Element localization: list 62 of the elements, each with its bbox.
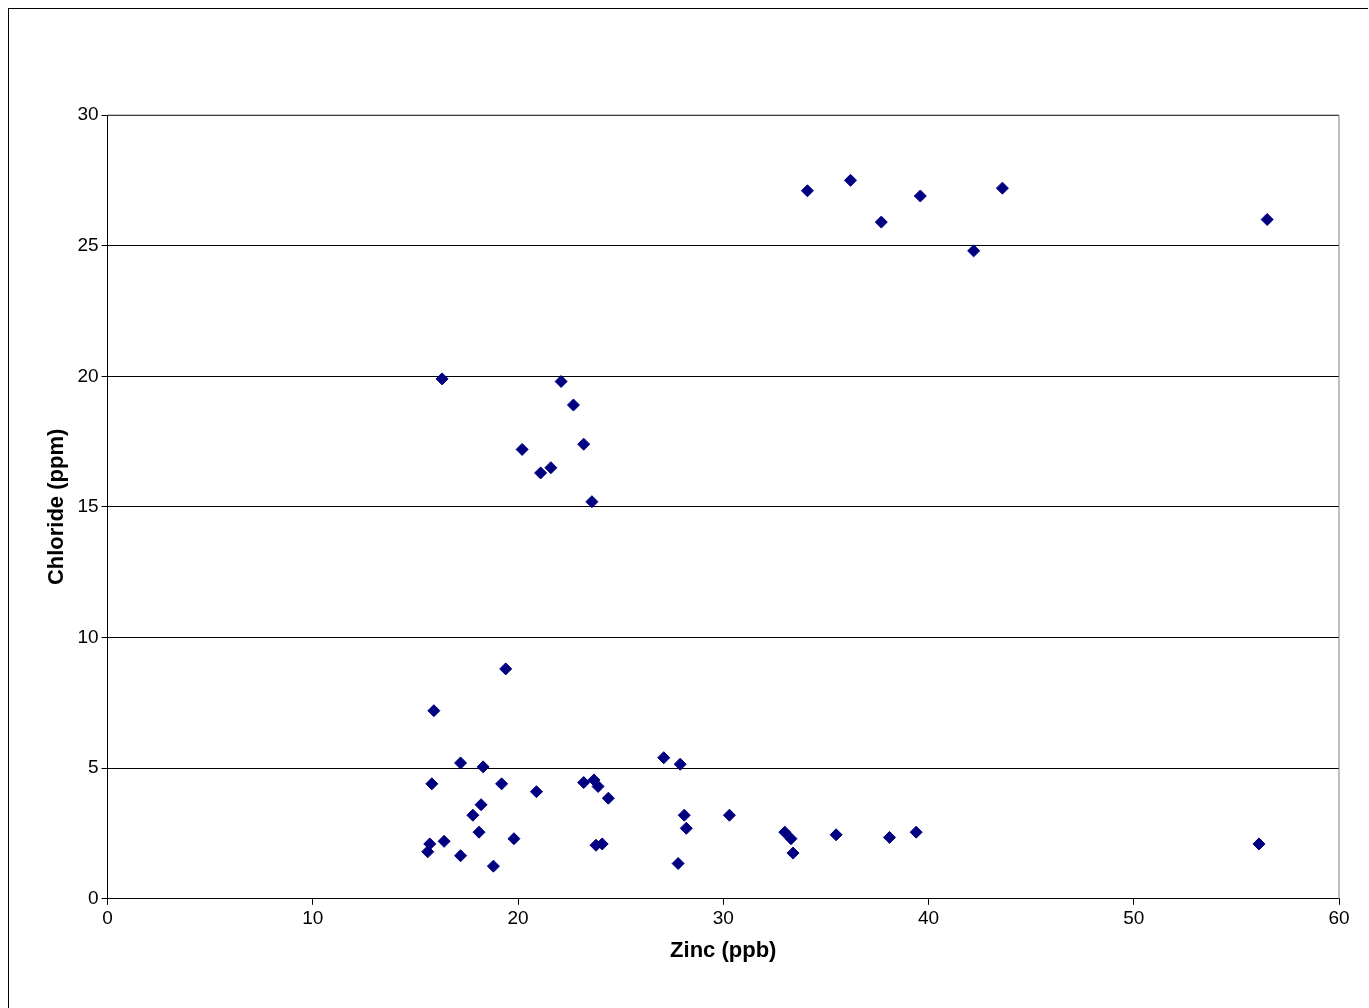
point [530, 785, 543, 799]
point [1260, 213, 1274, 227]
point [829, 828, 843, 842]
point [677, 808, 691, 822]
point [784, 832, 798, 846]
point [474, 798, 488, 812]
point [585, 495, 599, 509]
point [476, 760, 490, 774]
point [967, 244, 981, 258]
y-tick-label: 25 [77, 233, 99, 255]
point [844, 173, 858, 187]
point [673, 757, 687, 771]
y-tick-label: 5 [87, 756, 99, 778]
point [554, 374, 568, 388]
point [486, 859, 500, 873]
y-tick-label: 20 [77, 364, 99, 386]
point [534, 466, 548, 480]
point [995, 181, 1009, 195]
point [913, 189, 927, 203]
point [454, 756, 468, 770]
point [1252, 837, 1266, 851]
x-tick-label: 50 [1123, 907, 1145, 929]
x-tick-label: 30 [712, 907, 734, 929]
point [437, 834, 451, 848]
y-tick-label: 15 [77, 495, 99, 517]
point [435, 372, 449, 386]
x-tick-label: 0 [102, 907, 113, 929]
point [466, 808, 480, 822]
x-tick-label: 20 [507, 907, 529, 929]
point [507, 832, 521, 846]
point [679, 821, 693, 835]
y-tick-label: 10 [77, 625, 99, 647]
point [515, 442, 529, 456]
point [909, 825, 923, 839]
point [657, 751, 671, 765]
point [778, 825, 792, 839]
y-tick-label: 0 [87, 887, 99, 909]
point [722, 808, 736, 822]
point [577, 776, 591, 790]
point [883, 830, 897, 844]
point [544, 461, 558, 475]
point [591, 779, 605, 793]
point [601, 791, 615, 805]
x-axis-title: Zinc (ppb) [670, 936, 777, 962]
x-tick-label: 10 [302, 907, 324, 929]
point [566, 398, 580, 412]
point [786, 846, 800, 860]
point [800, 184, 814, 198]
y-axis-title: Chloride (ppm) [43, 428, 69, 586]
point [499, 662, 513, 676]
point [495, 777, 509, 791]
x-tick-label: 40 [917, 907, 940, 929]
point [425, 777, 439, 791]
x-tick-label: 60 [1328, 907, 1350, 929]
y-tick-label: 30 [77, 103, 99, 125]
point [577, 437, 591, 451]
point [874, 215, 888, 229]
point [427, 704, 441, 718]
point [472, 825, 486, 839]
point [421, 845, 435, 859]
point [671, 857, 685, 871]
point [454, 849, 468, 863]
